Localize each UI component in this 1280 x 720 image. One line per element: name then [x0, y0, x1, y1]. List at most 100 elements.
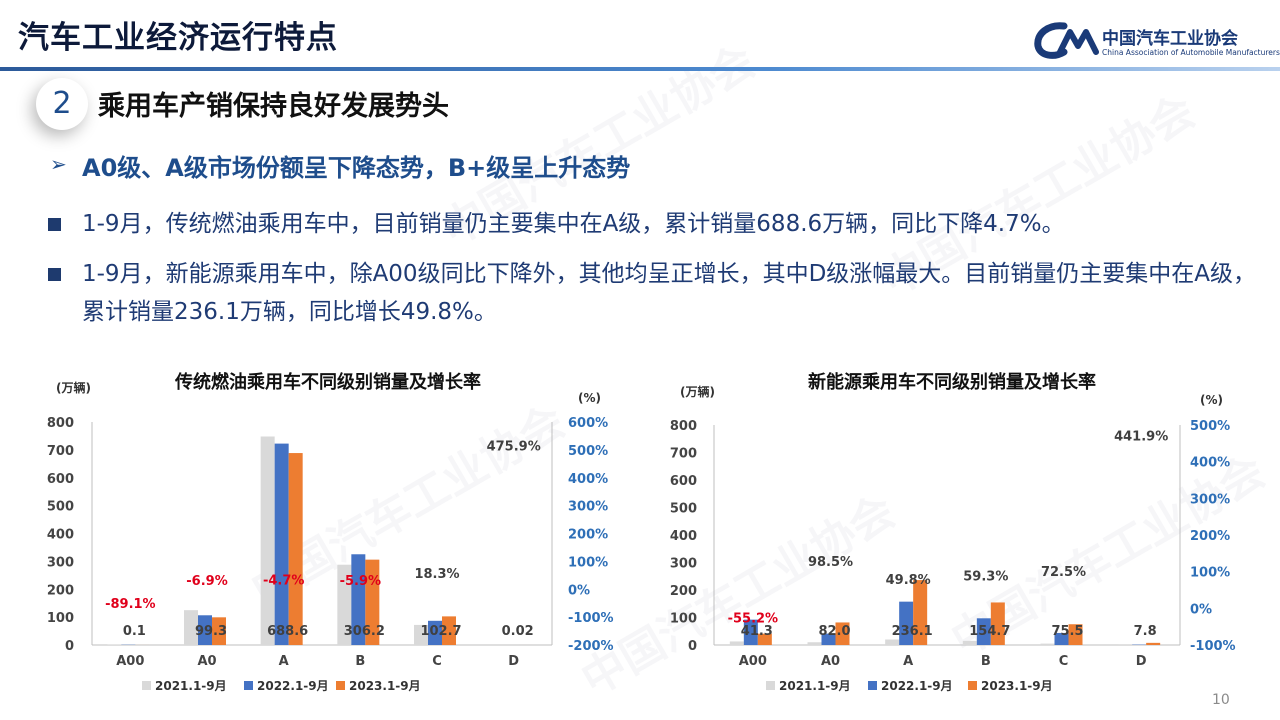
growth-label: -5.9% [340, 574, 381, 589]
bar [899, 601, 914, 645]
y-tick-label: 500 [47, 500, 74, 515]
y-tick-label: 600 [670, 474, 697, 489]
y2-tick-label: -100% [568, 611, 614, 626]
y-tick-label: 500 [670, 502, 697, 517]
bar [365, 559, 380, 645]
bar [913, 580, 928, 645]
page-number: 10 [1212, 692, 1230, 708]
y-tick-label: 0 [688, 639, 697, 654]
y-tick-label: 400 [47, 528, 74, 543]
x-tick-label: D [508, 654, 519, 669]
legend-label: 2021.1-9月 [779, 679, 851, 693]
bar [757, 633, 772, 645]
y-axis-label: (万辆) [56, 380, 91, 395]
x-tick-label: B [355, 654, 365, 669]
data-label: 306.2 [344, 624, 385, 639]
data-label: 688.6 [267, 624, 308, 639]
y-tick-label: 800 [47, 416, 74, 431]
x-tick-label: C [432, 654, 442, 669]
data-label: 41.3 [741, 624, 773, 639]
data-label: 75.5 [1051, 624, 1083, 639]
bar [414, 624, 428, 645]
growth-label: -55.2% [728, 612, 779, 627]
bar [885, 639, 900, 645]
y-tick-label: 200 [47, 583, 74, 598]
section-number-badge: 2 [36, 78, 88, 130]
bar [962, 640, 977, 645]
y-tick-label: 100 [47, 611, 74, 626]
bar [351, 554, 366, 645]
y-tick-label: 200 [670, 584, 697, 599]
y-tick-label: 600 [47, 472, 74, 487]
growth-label: 59.3% [963, 570, 1008, 585]
growth-label: -6.9% [186, 574, 227, 589]
bar [428, 620, 442, 645]
bar [821, 633, 836, 645]
legend-swatch [968, 681, 977, 690]
y2-tick-label: 300% [1190, 492, 1230, 507]
growth-label: 72.5% [1041, 565, 1086, 580]
bar [442, 616, 456, 645]
arrow-bullet-icon: ➢ [50, 152, 67, 176]
x-tick-label: B [981, 654, 991, 669]
legend-label: 2022.1-9月 [257, 679, 329, 693]
growth-label: 475.9% [487, 440, 541, 455]
legend-label: 2023.1-9月 [981, 679, 1053, 693]
caam-logo: 中国汽车工业协会 China Association of Automobile… [1034, 20, 1280, 64]
bar [1054, 632, 1069, 645]
y2-tick-label: 400% [568, 472, 608, 487]
bar [337, 564, 352, 645]
y-tick-label: 700 [670, 447, 697, 462]
y2-axis-label: (%) [578, 391, 601, 405]
growth-label: 441.9% [1114, 429, 1168, 444]
y2-tick-label: 500% [1190, 419, 1230, 434]
y2-tick-label: 100% [568, 555, 608, 570]
bar [198, 615, 212, 645]
x-tick-label: A00 [739, 654, 767, 669]
legend-swatch [766, 681, 775, 690]
y2-tick-label: -100% [1190, 639, 1236, 654]
legend-label: 2021.1-9月 [155, 679, 227, 693]
x-tick-label: A [279, 654, 289, 669]
y2-tick-label: 300% [568, 500, 608, 515]
y2-tick-label: 400% [1190, 456, 1230, 471]
y2-tick-label: -200% [568, 639, 614, 654]
x-tick-label: A0 [821, 654, 840, 669]
y-tick-label: 0 [65, 639, 74, 654]
y2-tick-label: 0% [1190, 602, 1212, 617]
legend-label: 2023.1-9月 [349, 679, 421, 693]
square-bullet-icon [48, 218, 61, 231]
x-tick-label: D [1136, 654, 1147, 669]
legend-label: 2022.1-9月 [881, 679, 953, 693]
x-tick-label: A0 [197, 654, 216, 669]
bar [1040, 643, 1055, 645]
caam-logo-icon [1034, 22, 1099, 59]
y2-tick-label: 100% [1190, 566, 1230, 581]
x-tick-label: C [1059, 654, 1069, 669]
bar [729, 641, 744, 645]
logo-text-en: China Association of Automobile Manufact… [1102, 48, 1280, 57]
legend-swatch [868, 681, 877, 690]
bar [976, 618, 991, 645]
data-label: 82.0 [818, 624, 850, 639]
growth-label: -4.7% [263, 574, 304, 589]
growth-label: 98.5% [808, 555, 853, 570]
y2-tick-label: 600% [568, 416, 608, 431]
legend-swatch [142, 681, 151, 690]
bar [835, 622, 850, 645]
data-label: 102.7 [420, 624, 461, 639]
bar [260, 436, 275, 645]
x-tick-label: A00 [116, 654, 144, 669]
growth-label: 49.8% [886, 573, 931, 588]
y2-tick-label: 500% [568, 444, 608, 459]
data-label: 0.02 [502, 624, 534, 639]
bar [743, 619, 758, 645]
legend-swatch [336, 681, 345, 690]
bullet-text: 1-9月，传统燃油乘用车中，目前销量仍主要集中在A级，累计销量688.6万辆，同… [82, 211, 1065, 237]
y-tick-label: 300 [670, 557, 697, 572]
data-label: 99.3 [195, 624, 227, 639]
logo-text-cn: 中国汽车工业协会 [1102, 29, 1238, 49]
page-title: 汽车工业经济运行特点 [18, 20, 338, 56]
bar [212, 617, 226, 645]
